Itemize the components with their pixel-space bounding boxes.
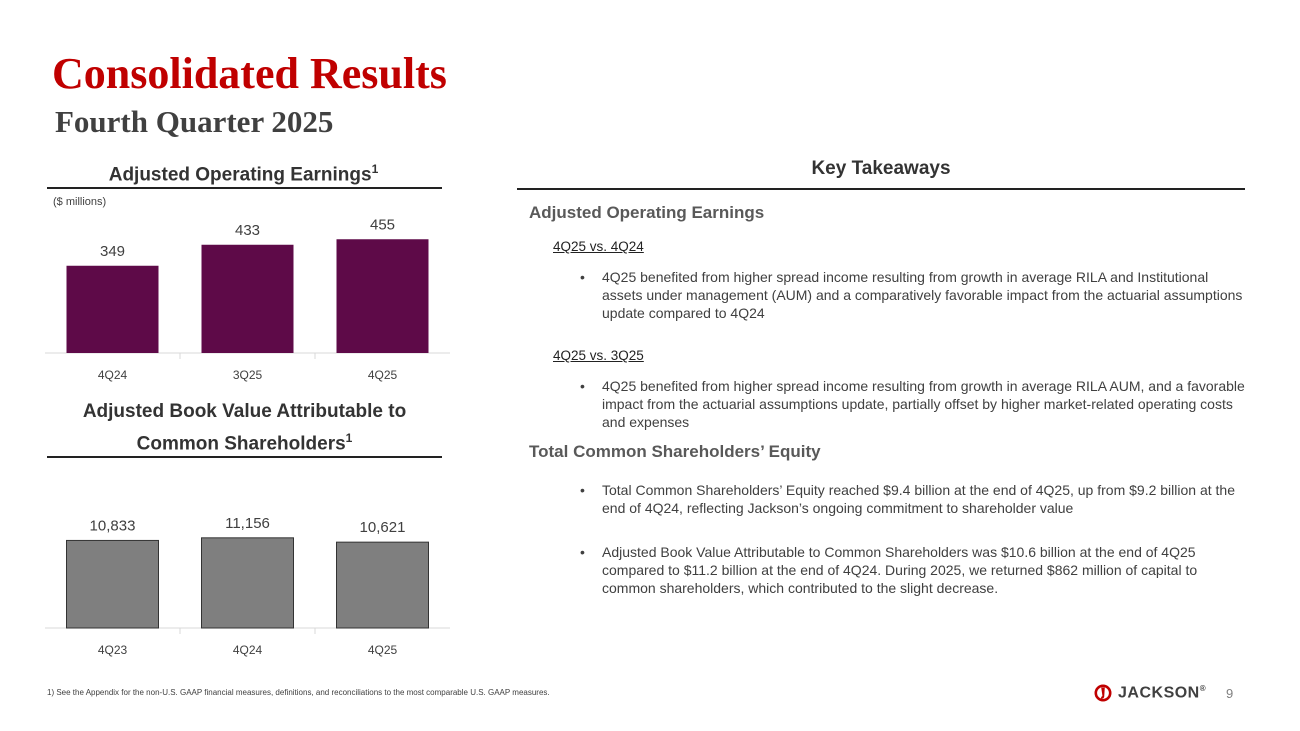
bullet-qoq: • 4Q25 benefited from higher spread inco… (580, 377, 1250, 431)
aoe-data-label: 349 (100, 243, 125, 260)
comparison-label-qoq: 4Q25 vs. 3Q25 (553, 348, 644, 363)
abv-category-label: 4Q24 (233, 643, 263, 657)
chart2-heading-line2-wrap: Common Shareholders1 (47, 425, 442, 457)
bullet-text: Total Common Shareholders’ Equity reache… (602, 482, 1235, 516)
adjusted-book-value-chart: 10,833 4Q23 11,156 4Q24 10,621 4Q25 (45, 515, 450, 657)
chart2-heading-rule (47, 456, 442, 458)
jackson-logo: JACKSON® (1094, 684, 1206, 702)
aoe-data-label: 433 (235, 222, 260, 239)
bullet-text: 4Q25 benefited from higher spread income… (602, 378, 1245, 430)
chart1-footnote-mark: 1 (371, 162, 379, 176)
aoe-category-label: 4Q25 (368, 368, 398, 382)
bullet-text: Adjusted Book Value Attributable to Comm… (602, 544, 1198, 596)
chart1-heading-rule (47, 187, 442, 189)
chart2-heading-line1: Adjusted Book Value Attributable to (82, 401, 407, 422)
section-heading-aoe: Adjusted Operating Earnings (529, 203, 765, 222)
logo-registered-mark: ® (1199, 684, 1207, 693)
key-takeaways-rule (517, 188, 1245, 190)
aoe-category-label: 4Q24 (98, 368, 128, 382)
chart2-footnote-mark: 1 (345, 431, 353, 445)
abv-category-label: 4Q23 (98, 643, 128, 657)
abv-bar-4q23 (66, 539, 159, 629)
bullet-book-value: • Adjusted Book Value Attributable to Co… (580, 543, 1250, 597)
comparison-label-yoy: 4Q25 vs. 4Q24 (553, 239, 644, 254)
logo-text: JACKSON (1118, 684, 1200, 702)
chart1-units-label: ($ millions) (53, 196, 107, 208)
jackson-logo-icon (1094, 684, 1112, 702)
abv-data-label: 11,156 (225, 515, 270, 532)
aoe-category-label: 3Q25 (233, 368, 263, 382)
page-number: 9 (1226, 686, 1234, 701)
logo-wordmark: JACKSON® (1118, 684, 1206, 702)
abv-bar-4q25 (336, 541, 429, 629)
bullet-glyph: • (580, 378, 585, 394)
aoe-data-label: 455 (370, 216, 395, 233)
abv-category-label: 4Q25 (368, 643, 398, 657)
chart2-heading-line2: Common Shareholders (136, 433, 346, 455)
aoe-bar-4q24 (66, 265, 159, 353)
bullet-equity: • Total Common Shareholders’ Equity reac… (580, 481, 1250, 517)
section-heading-equity: Total Common Shareholders’ Equity (529, 442, 821, 461)
chart2-heading: Adjusted Book Value Attributable to Comm… (47, 399, 442, 457)
footnote: 1) See the Appendix for the non-U.S. GAA… (47, 688, 550, 697)
page-title: Consolidated Results (52, 49, 447, 98)
abv-bar-4q24 (201, 537, 294, 629)
bullet-yoy: • 4Q25 benefited from higher spread inco… (580, 268, 1250, 322)
abv-data-label: 10,833 (90, 517, 136, 534)
bullet-glyph: • (580, 544, 585, 560)
aoe-bar-4q25 (336, 239, 429, 353)
chart1-heading: Adjusted Operating Earnings1 (47, 156, 440, 188)
page-subtitle: Fourth Quarter 2025 (55, 104, 334, 139)
key-takeaways-heading: Key Takeaways (811, 158, 951, 179)
adjusted-operating-earnings-chart: 349 4Q24 433 3Q25 455 4Q25 (45, 216, 450, 382)
abv-data-label: 10,621 (360, 519, 406, 536)
bullet-text: 4Q25 benefited from higher spread income… (602, 269, 1243, 321)
bullet-glyph: • (580, 269, 585, 285)
bullet-glyph: • (580, 482, 585, 498)
chart1-heading-text: Adjusted Operating Earnings (108, 164, 372, 186)
aoe-bar-3q25 (201, 244, 294, 353)
